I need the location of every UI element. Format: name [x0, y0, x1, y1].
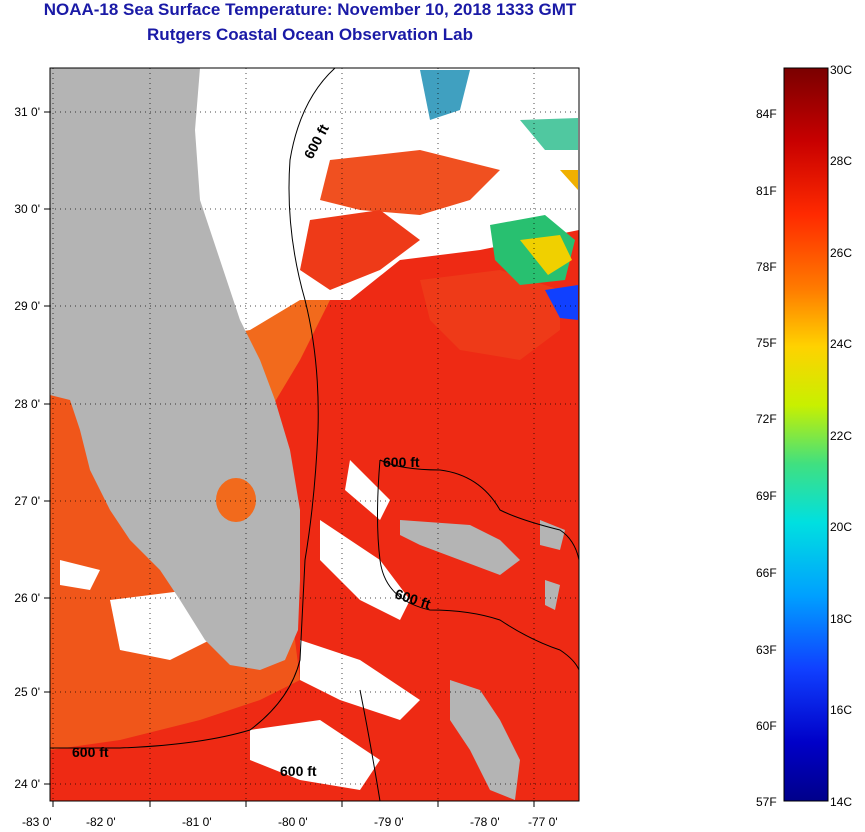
- lon-tick-label: -78 0': [470, 815, 500, 829]
- graticule: [50, 68, 579, 801]
- lat-tick-label: 25 0': [14, 685, 40, 699]
- map-title: NOAA-18 Sea Surface Temperature: Novembe…: [43, 0, 577, 19]
- cool-water-patch: [560, 170, 578, 190]
- lon-tick-label: -82 0': [86, 815, 116, 829]
- sst-patch: [320, 150, 500, 215]
- sst-patch: [420, 270, 560, 360]
- colorbar-fahrenheit-label: 57F: [756, 795, 777, 809]
- sst-patch: [300, 210, 420, 290]
- cloud-streak: [320, 520, 410, 620]
- cloud-streak: [345, 460, 390, 520]
- lat-tick-label: 26 0': [14, 591, 40, 605]
- lon-tick-label: -79 0': [374, 815, 404, 829]
- cool-water-patch: [520, 235, 572, 275]
- colorbar-celsius-label: 24C: [830, 337, 852, 351]
- map-area[interactable]: 600 ft 600 ft 600 ft 600 ft 600 ft: [50, 68, 579, 801]
- isobath-label: 600 ft: [72, 744, 109, 760]
- colorbar-fahrenheit-label: 66F: [756, 566, 777, 580]
- cool-water-patch: [520, 118, 578, 150]
- colorbar-fahrenheit-label: 84F: [756, 107, 777, 121]
- lon-tick-label: -77 0': [528, 815, 558, 829]
- cloud-streak: [250, 720, 380, 790]
- colorbar-celsius-label: 26C: [830, 246, 852, 260]
- cold-water-patch: [545, 285, 578, 320]
- colorbar-fahrenheit-label: 75F: [756, 336, 777, 350]
- colorbar-celsius-label: 14C: [830, 795, 852, 809]
- colorbar-celsius-label: 30C: [830, 63, 852, 77]
- colorbar-fahrenheit-label: 69F: [756, 489, 777, 503]
- lake-okeechobee: [216, 478, 256, 522]
- colorbar-fahrenheit-label: 63F: [756, 643, 777, 657]
- isobath-600ft-bahamas-north: [379, 459, 579, 561]
- colorbar-gradient: [783, 67, 829, 802]
- lon-tick-label: -81 0': [182, 815, 212, 829]
- grand-bahama-island: [400, 520, 520, 575]
- bahamas-island: [545, 580, 560, 610]
- longitude-axis: -83 0' -82 0' -81 0' -80 0' -79 0' -78 0…: [22, 801, 558, 829]
- isobath-label: 600 ft: [280, 763, 317, 779]
- colorbar-fahrenheit-label: 72F: [756, 412, 777, 426]
- isobath-600ft-bahamas-south: [377, 459, 579, 671]
- isobath-600ft-florida: [50, 68, 336, 749]
- isobath-600ft-south: [359, 689, 381, 801]
- temperature-colorbar: 30C 28C 26C 24C 22C 20C 18C 16C 14C 84F …: [756, 63, 852, 809]
- colorbar-celsius-label: 20C: [830, 520, 852, 534]
- colorbar-fahrenheit-label: 60F: [756, 719, 777, 733]
- colorbar-celsius-label: 28C: [830, 154, 852, 168]
- lat-tick-label: 28 0': [14, 397, 40, 411]
- lon-tick-label: -83 0': [22, 815, 52, 829]
- abaco-island: [540, 520, 565, 550]
- colorbar-fahrenheit-label: 81F: [756, 184, 777, 198]
- lat-tick-label: 29 0': [14, 299, 40, 313]
- colorbar-celsius-label: 18C: [830, 612, 852, 626]
- latitude-axis: 31 0' 30 0' 29 0' 28 0' 27 0' 26 0' 25 0…: [14, 105, 50, 791]
- colorbar-celsius-label: 22C: [830, 429, 852, 443]
- lat-tick-label: 30 0': [14, 202, 40, 216]
- cool-water-patch: [420, 70, 470, 120]
- colorbar-fahrenheit-label: 78F: [756, 260, 777, 274]
- map-subtitle: Rutgers Coastal Ocean Observation Lab: [147, 25, 473, 44]
- lon-tick-label: -80 0': [278, 815, 308, 829]
- lat-tick-label: 27 0': [14, 494, 40, 508]
- andros-island: [450, 680, 520, 800]
- map-frame: [49, 67, 580, 802]
- lat-tick-label: 24 0': [14, 777, 40, 791]
- lat-tick-label: 31 0': [14, 105, 40, 119]
- cloud-streak: [60, 560, 100, 590]
- cloud-streak: [300, 640, 420, 720]
- colorbar-celsius-label: 16C: [830, 703, 852, 717]
- isobath-label: 600 ft: [383, 454, 420, 470]
